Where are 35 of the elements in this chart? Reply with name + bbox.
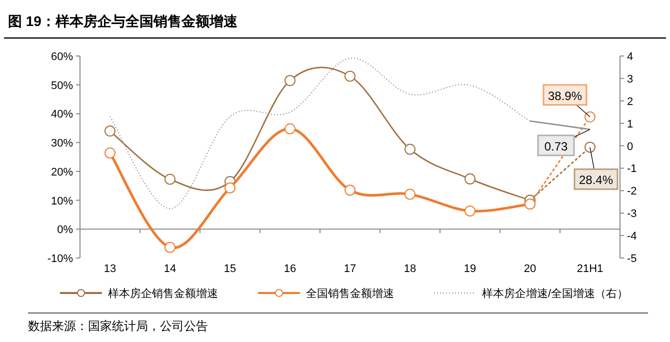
chart-title: 图 19：样本房企与全国销售金额增速 [8,13,238,29]
y-tick-label: 10% [50,195,74,208]
x-tick-label: 15 [224,263,236,275]
y-tick-label: 30% [50,138,74,150]
y-tick-label: 0% [57,224,74,236]
y2-tick-label: -2 [627,186,637,198]
y-tick-label: 60% [50,51,74,63]
y2-tick-label: 0 [627,140,634,153]
y2-tick-label: 2 [627,96,634,108]
legend-label: 样本房企销售金额增速 [108,287,218,300]
y2-tick-label: -3 [627,208,637,220]
y-tick-label: 40% [50,108,74,121]
y2-tick-label: -5 [627,253,637,265]
x-tick-label: 14 [164,263,176,275]
legend-label: 全国销售金额增速 [306,287,394,300]
y-tick-label: 20% [50,166,74,178]
x-tick-label: 13 [104,263,116,275]
x-tick-label: 20 [524,263,536,275]
y2-tick-label: 1 [627,118,634,130]
y2-tick-label: 4 [627,51,634,63]
x-tick-label: 19 [464,263,476,275]
legend-label: 样本房企增速/全国增速（右） [482,287,628,300]
x-tick-label: 21H1 [576,263,604,275]
y-tick-label: -10% [47,253,74,265]
x-tick-label: 17 [344,263,356,275]
y2-tick-label: -4 [627,230,637,243]
data-label: 28.4% [578,173,614,188]
source-note: 数据来源：国家统计局，公司公告 [28,319,208,333]
data-label: 0.73 [544,139,568,154]
y2-tick-label: 3 [627,73,634,86]
data-label: 38.9% [548,88,582,103]
y-tick-label: 50% [50,80,74,92]
x-tick-label: 18 [404,263,416,275]
y2-tick-label: -1 [627,163,637,176]
x-tick-label: 16 [284,263,296,275]
